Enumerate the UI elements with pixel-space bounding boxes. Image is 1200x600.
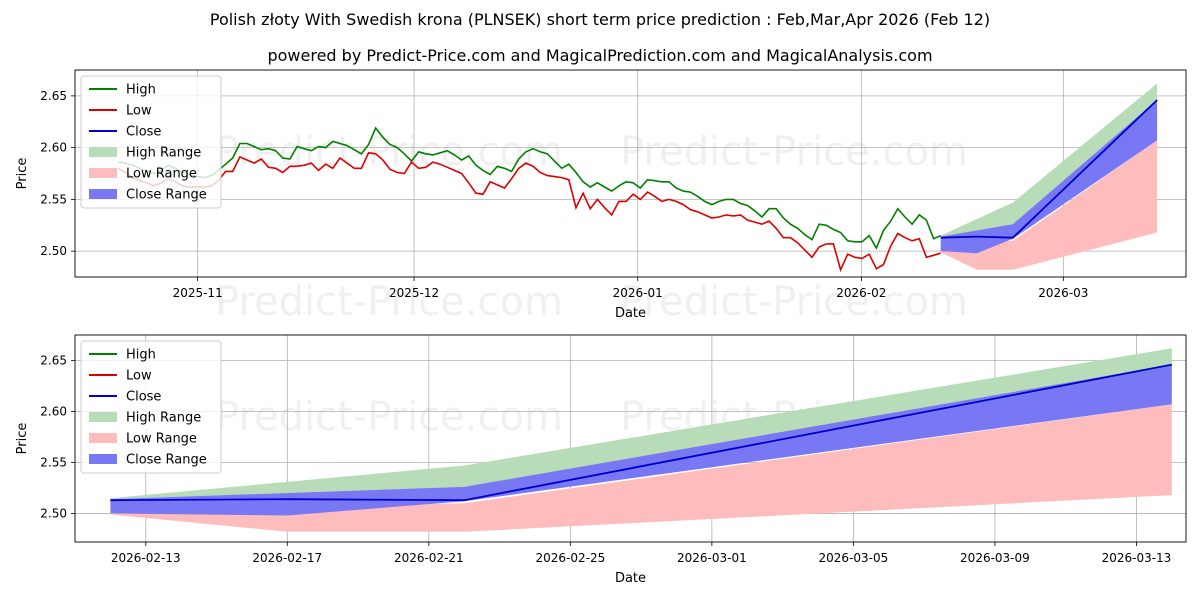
watermark: Predict-Price.com	[620, 279, 968, 325]
x-tick-label: 2026-02-21	[394, 551, 464, 565]
plot-frame	[74, 334, 1187, 543]
y-tick-label: 2.65	[40, 353, 67, 367]
plot-frame	[74, 69, 1187, 278]
watermark: Predict-Price.com	[215, 279, 563, 325]
legend-entry-close: Close	[126, 125, 161, 140]
x-tick-label: 2026-02-13	[111, 551, 181, 565]
legend-entry-low: Low	[126, 369, 152, 384]
x-tick-label: 2026-02-17	[252, 551, 322, 565]
legend: High Low Close High Range Low Range Close Ran…	[80, 340, 222, 474]
y-tick-label: 2.55	[40, 455, 67, 469]
x-tick-label: 2026-03-09	[960, 551, 1030, 565]
x-tick-label: 2025-11	[173, 286, 223, 300]
x-tick-label: 2026-03-05	[819, 551, 889, 565]
y-tick-label: 2.50	[40, 506, 67, 520]
x-tick-label: 2026-02-25	[535, 551, 605, 565]
legend-entry-close-range-swatch	[89, 189, 117, 199]
chart-panel-2: Predict-Price.comPredict-Price.com2026-0…	[15, 334, 1187, 586]
legend-entry-low-range-swatch	[89, 433, 117, 443]
x-tick-label: 2026-03	[1038, 286, 1088, 300]
chart-title: Polish złoty With Swedish krona (PLNSEK)…	[209, 10, 991, 29]
plot-area	[110, 348, 1172, 532]
high-series-line	[118, 126, 942, 250]
x-tick-label: 2026-03-13	[1102, 551, 1172, 565]
close-series-line	[110, 363, 1172, 502]
chart-panel-1: Predict-Price.com Predict-Price.com Predic…	[15, 69, 1187, 325]
legend-entry-high-range-swatch	[89, 147, 117, 157]
y-tick-label: 2.65	[40, 89, 67, 103]
low-range-band	[110, 404, 1172, 532]
y-axis-label: Price	[15, 158, 30, 190]
x-axis-label: Date	[615, 306, 646, 321]
y-tick-label: 2.60	[40, 141, 67, 155]
low-series-line	[117, 151, 941, 273]
legend-entry-close-range: Close Range	[126, 188, 207, 203]
legend-entry-low-range-swatch	[89, 168, 117, 178]
y-tick-label: 2.50	[40, 244, 67, 258]
x-axis-label: Date	[615, 571, 646, 586]
legend-entry-high: High	[126, 83, 156, 98]
y-tick-label: 2.60	[40, 404, 67, 418]
x-tick-label: 2026-02	[836, 286, 886, 300]
legend-entry-low-range: Low Range	[126, 432, 197, 447]
legend-entry-low-range: Low Range	[126, 167, 197, 182]
watermark: Predict-Price.com	[620, 129, 968, 175]
legend-entry-close-range: Close Range	[126, 453, 207, 468]
y-tick-label: 2.55	[40, 192, 67, 206]
x-tick-label: 2026-03-01	[677, 551, 747, 565]
close-series-line	[940, 99, 1158, 239]
chart-subtitle: powered by Predict-Price.com and Magical…	[267, 46, 933, 65]
legend-entry-close-range-swatch	[89, 454, 117, 464]
x-tick-label: 2026-01	[613, 286, 663, 300]
x-tick-label: 2025-12	[389, 286, 439, 300]
legend-entry-low: Low	[126, 104, 152, 119]
legend-entry-high-range: High Range	[126, 146, 201, 161]
legend-entry-high-range-swatch	[89, 412, 117, 422]
watermark: Predict-Price.com	[215, 394, 563, 440]
legend-entry-high: High	[126, 348, 156, 363]
low-range-band	[940, 140, 1158, 270]
plot-area	[117, 83, 1158, 273]
legend-entry-close: Close	[126, 390, 161, 405]
legend: High Low Close High Range Low Range Close Ran…	[80, 75, 222, 209]
y-axis-label: Price	[15, 423, 30, 455]
legend-entry-high-range: High Range	[126, 411, 201, 426]
